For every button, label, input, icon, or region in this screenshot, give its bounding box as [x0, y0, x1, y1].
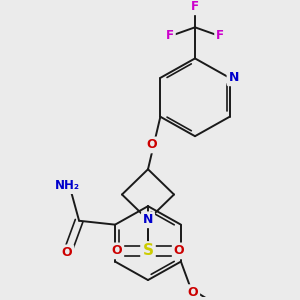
Text: O: O — [174, 244, 184, 257]
Text: O: O — [188, 286, 198, 299]
Text: N: N — [229, 71, 239, 84]
Text: F: F — [166, 28, 174, 42]
Text: N: N — [143, 213, 153, 226]
Text: NH₂: NH₂ — [55, 179, 80, 192]
Text: O: O — [112, 244, 122, 257]
Text: O: O — [62, 246, 72, 259]
Text: F: F — [191, 0, 199, 14]
Text: F: F — [216, 28, 224, 42]
Text: O: O — [147, 138, 158, 152]
Text: S: S — [142, 243, 154, 258]
